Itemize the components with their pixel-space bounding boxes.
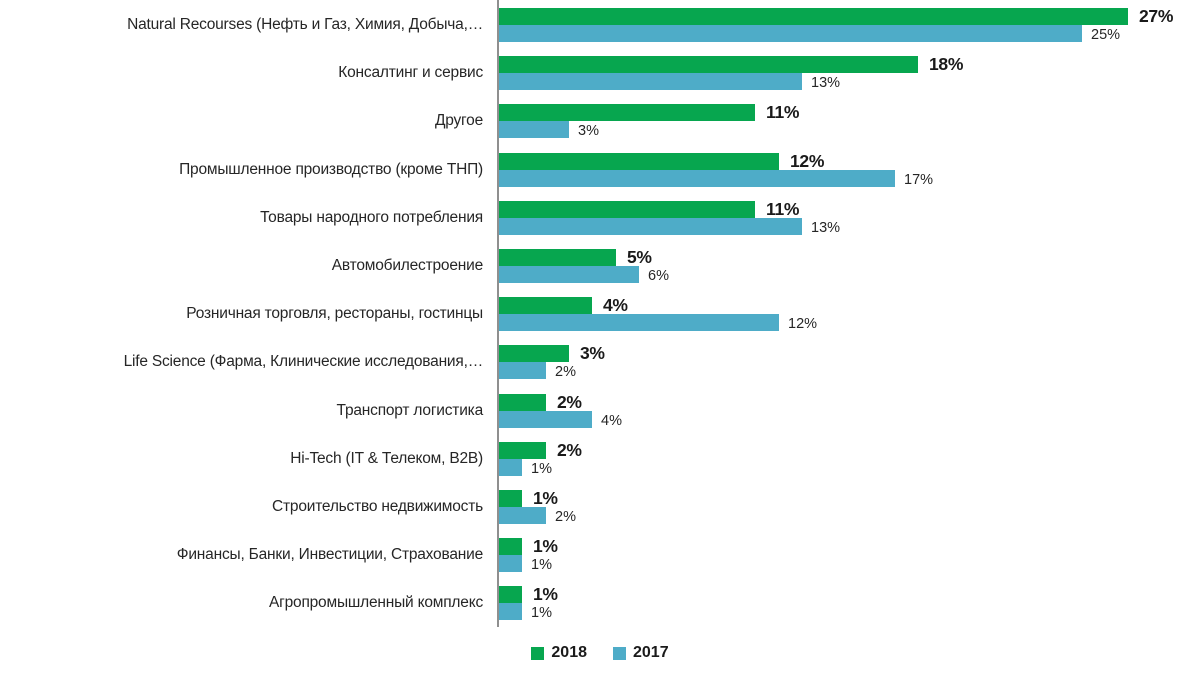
bar-2017	[499, 121, 569, 138]
legend-swatch-2017	[613, 646, 626, 660]
legend-swatch-2018	[531, 646, 545, 660]
legend-item-2018: 2018	[531, 644, 587, 662]
value-label-2018: 12%	[790, 150, 825, 171]
legend: 2018 2017	[0, 644, 1200, 662]
chart-row: Транспорт логистика 2% 4%	[0, 391, 1200, 430]
chart-row: Hi-Tech (IT & Телеком, B2B) 2% 1%	[0, 439, 1200, 478]
value-label-2017: 12%	[788, 316, 818, 332]
category-label: Hi-Tech (IT & Телеком, B2B)	[290, 450, 483, 467]
bar-2017	[499, 170, 895, 187]
category-label: Автомобилестроение	[331, 257, 483, 274]
bar-2018	[499, 490, 522, 507]
chart-row: Розничная торговля, рестораны, гостинцы 4…	[0, 294, 1200, 333]
value-label-2017: 13%	[811, 220, 841, 236]
bar-2017	[499, 25, 1082, 42]
bar-2018	[499, 249, 616, 266]
chart-row: Товары народного потребления 11% 13%	[0, 198, 1200, 237]
bar-2017	[499, 362, 546, 379]
bar-2017	[499, 603, 522, 620]
bar-2018	[499, 8, 1128, 25]
bar-2017	[499, 266, 639, 283]
value-label-2017: 1%	[531, 605, 552, 621]
value-label-2017: 2%	[555, 509, 576, 525]
value-label-2018: 11%	[766, 198, 800, 219]
value-label-2018: 1%	[533, 583, 558, 604]
value-label-2017: 6%	[648, 268, 669, 284]
bar-2018	[499, 586, 522, 603]
category-label: Финансы, Банки, Инвестиции, Страхование	[176, 546, 483, 563]
chart-row: Финансы, Банки, Инвестиции, Страхование 1…	[0, 535, 1200, 574]
y-axis-line	[497, 0, 499, 627]
value-label-2018: 3%	[580, 342, 605, 363]
chart-row: Автомобилестроение 5% 6%	[0, 246, 1200, 285]
bar-2018	[499, 394, 546, 411]
chart-row: Life Science (Фарма, Клинические исследо…	[0, 342, 1200, 381]
chart-row: Строительство недвижимость 1% 2%	[0, 487, 1200, 526]
bar-2018	[499, 345, 569, 362]
value-label-2017: 13%	[811, 75, 841, 91]
value-label-2018: 4%	[603, 294, 628, 315]
bar-2017	[499, 73, 802, 90]
bar-2017	[499, 314, 779, 331]
category-label: Товары народного потребления	[260, 209, 483, 226]
bar-2018	[499, 104, 755, 121]
category-label: Другое	[434, 112, 483, 129]
chart-row: Промышленное производство (кроме ТНП) 12%…	[0, 150, 1200, 189]
value-label-2017: 4%	[601, 413, 622, 429]
legend-item-2017: 2017	[613, 644, 669, 662]
legend-label-2018: 2018	[551, 644, 587, 661]
bar-2017	[499, 411, 592, 428]
chart-row: Natural Recourses (Нефть и Газ, Химия, Д…	[0, 5, 1200, 44]
value-label-2018: 5%	[627, 246, 652, 267]
value-label-2017: 3%	[578, 123, 599, 139]
bar-2017	[499, 459, 522, 476]
value-label-2017: 25%	[1091, 27, 1121, 43]
value-label-2017: 2%	[555, 364, 576, 380]
category-label: Строительство недвижимость	[272, 498, 483, 515]
bar-2017	[499, 218, 802, 235]
value-label-2018: 1%	[533, 487, 558, 508]
category-label: Natural Recourses (Нефть и Газ, Химия, Д…	[127, 16, 483, 33]
legend-label-2017: 2017	[633, 644, 669, 661]
category-label: Транспорт логистика	[336, 402, 484, 419]
category-label: Консалтинг и сервис	[338, 64, 483, 81]
bar-2018	[499, 297, 592, 314]
category-label: Розничная торговля, рестораны, гостинцы	[186, 305, 483, 322]
category-label: Life Science (Фарма, Клинические исследо…	[123, 353, 484, 370]
chart-row: Консалтинг и сервис 18% 13%	[0, 53, 1200, 92]
bar-2018	[499, 56, 918, 73]
bar-2017	[499, 555, 522, 572]
bar-2018	[499, 538, 522, 555]
bar-2017	[499, 507, 546, 524]
chart-row: Агропромышленный комплекс 1% 1%	[0, 583, 1200, 622]
category-label: Промышленное производство (кроме ТНП)	[179, 161, 483, 178]
value-label-2018: 2%	[557, 439, 582, 460]
category-label: Агропромышленный комплекс	[269, 594, 483, 611]
value-label-2018: 18%	[929, 53, 964, 74]
bar-2018	[499, 201, 755, 218]
bar-2018	[499, 153, 779, 170]
value-label-2018: 1%	[533, 535, 558, 556]
chart-row: Другое 11% 3%	[0, 101, 1200, 140]
value-label-2017: 17%	[904, 172, 934, 188]
value-label-2018: 2%	[557, 391, 582, 412]
value-label-2017: 1%	[531, 461, 552, 477]
value-label-2017: 1%	[531, 557, 552, 573]
bar-2018	[499, 442, 546, 459]
value-label-2018: 27%	[1139, 5, 1174, 26]
value-label-2018: 11%	[766, 101, 800, 122]
